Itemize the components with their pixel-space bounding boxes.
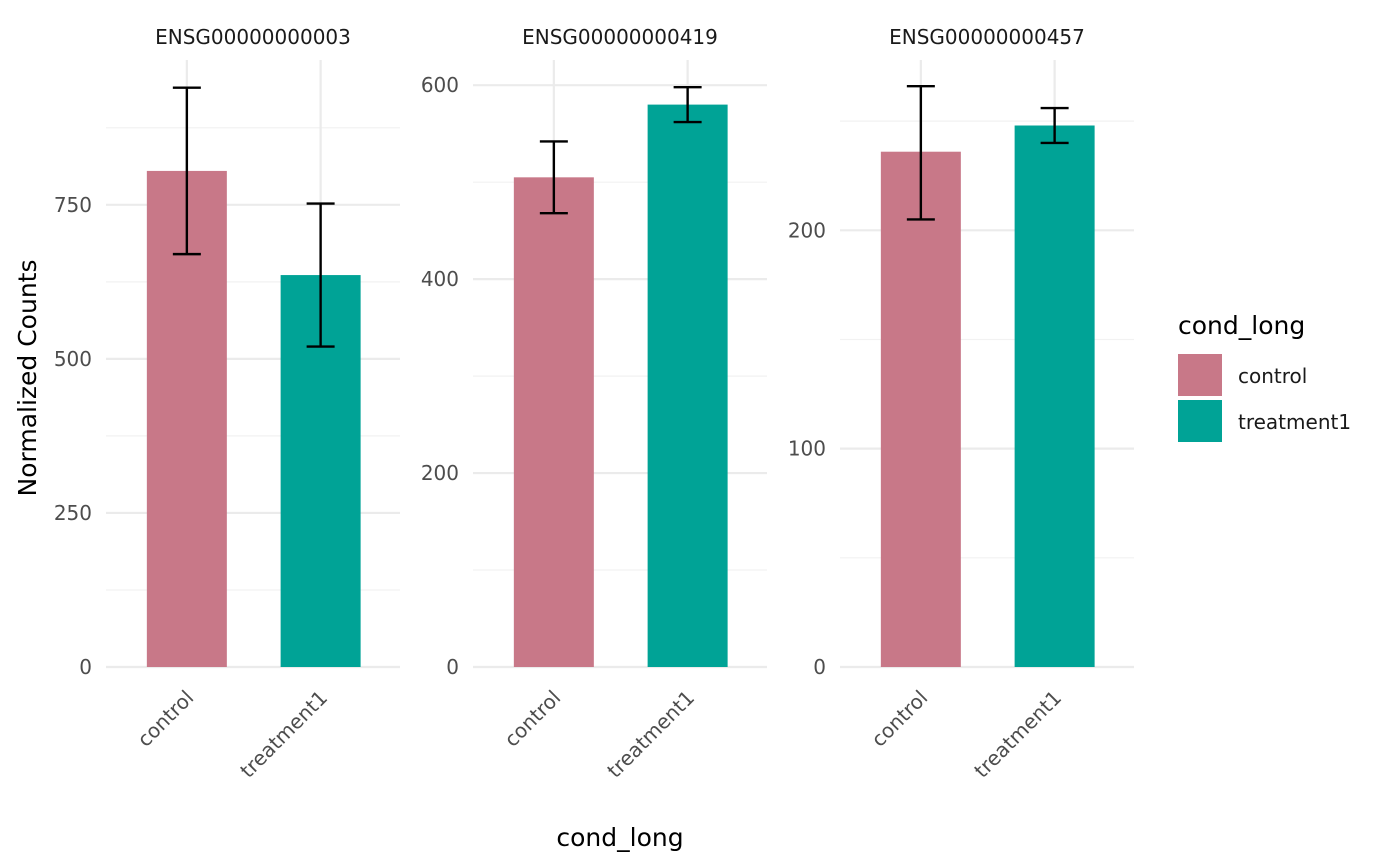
facet-title: ENSG00000000003	[155, 25, 351, 49]
legend-title: cond_long	[1178, 311, 1305, 340]
legend-swatch-treatment1	[1178, 400, 1222, 442]
legend-label-treatment1: treatment1	[1238, 410, 1351, 434]
y-tick-label: 200	[421, 461, 459, 485]
y-tick-label: 0	[79, 655, 92, 679]
bar-control	[880, 151, 961, 668]
legend: cond_long control treatment1	[1178, 311, 1351, 442]
legend-swatch-control	[1178, 354, 1222, 396]
y-tick-label: 500	[54, 347, 92, 371]
y-tick-label: 0	[813, 655, 826, 679]
y-tick-label: 250	[54, 501, 92, 525]
y-tick-label: 600	[421, 73, 459, 97]
facet-title: ENSG00000000419	[522, 25, 718, 49]
y-tick-label: 400	[421, 267, 459, 291]
bar-control	[513, 177, 594, 668]
y-tick-label: 200	[788, 218, 826, 242]
legend-label-control: control	[1238, 364, 1307, 388]
y-axis-title: Normalized Counts	[13, 260, 42, 497]
facet-title: ENSG00000000457	[889, 25, 1085, 49]
bar-treatment1	[1014, 125, 1095, 667]
y-tick-label: 0	[446, 655, 459, 679]
y-tick-label: 750	[54, 193, 92, 217]
bar-treatment1	[647, 104, 728, 668]
x-axis-title: cond_long	[556, 823, 683, 852]
y-tick-label: 100	[788, 437, 826, 461]
